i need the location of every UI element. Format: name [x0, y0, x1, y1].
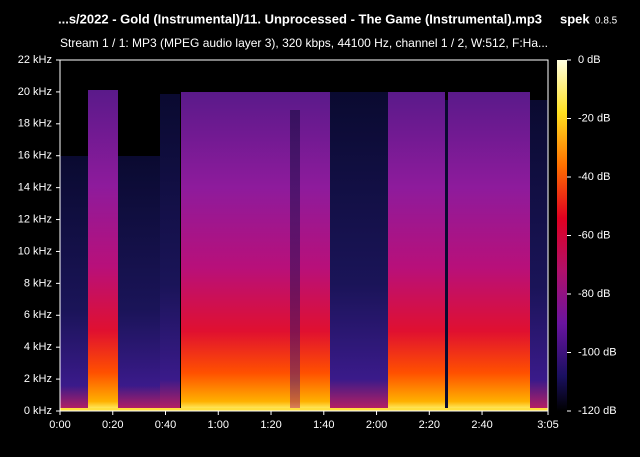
y-tick-label: 10 kHz	[18, 245, 52, 257]
spectrogram	[60, 60, 548, 411]
x-tick-label: 1:20	[260, 419, 281, 431]
y-tick-label: 8 kHz	[24, 277, 52, 289]
x-tick-label: 2:40	[471, 419, 492, 431]
y-tick-label: 16 kHz	[18, 150, 52, 162]
y-tick-label: 22 kHz	[18, 54, 52, 66]
x-tick-label: 0:00	[49, 419, 70, 431]
colorbar-tick-label: -120 dB	[578, 405, 617, 417]
x-tick-label: 1:00	[208, 419, 229, 431]
x-tick-label: 1:40	[313, 419, 334, 431]
x-tick-label: 2:20	[419, 419, 440, 431]
y-tick-label: 4 kHz	[24, 341, 52, 353]
y-tick-label: 18 kHz	[18, 118, 52, 130]
colorbar-tick-label: 0 dB	[578, 54, 601, 66]
colorbar-tick-label: -20 dB	[578, 112, 610, 124]
colorbar	[557, 60, 567, 411]
colorbar-tick-label: -60 dB	[578, 229, 610, 241]
y-tick-label: 6 kHz	[24, 309, 52, 321]
x-tick-label: 0:20	[102, 419, 123, 431]
colorbar-tick-label: -40 dB	[578, 171, 610, 183]
title: ...s/2022 - Gold (Instrumental)/11. Unpr…	[58, 11, 542, 26]
x-tick-label: 3:05	[537, 419, 558, 431]
y-tick-label: 2 kHz	[24, 373, 52, 385]
x-tick-label: 2:00	[366, 419, 387, 431]
axes: 0 kHz 2 kHz 4 kHz 6 kHz 8 kHz 10 kHz 12 kHz 14 …	[18, 54, 617, 431]
colorbar-tick-label: -80 dB	[578, 288, 610, 300]
y-tick-label: 20 kHz	[18, 86, 52, 98]
y-tick-label: 12 kHz	[18, 213, 52, 225]
app-name: spek	[560, 11, 590, 26]
subtitle: Stream 1 / 1: MP3 (MPEG audio layer 3), …	[60, 36, 548, 50]
app-version: 0.8.5	[595, 16, 618, 27]
colorbar-tick-label: -100 dB	[578, 346, 617, 358]
plot-frame	[59, 59, 549, 412]
y-tick-label: 0 kHz	[24, 405, 52, 417]
y-tick-label: 14 kHz	[18, 182, 52, 194]
x-tick-label: 0:40	[155, 419, 176, 431]
